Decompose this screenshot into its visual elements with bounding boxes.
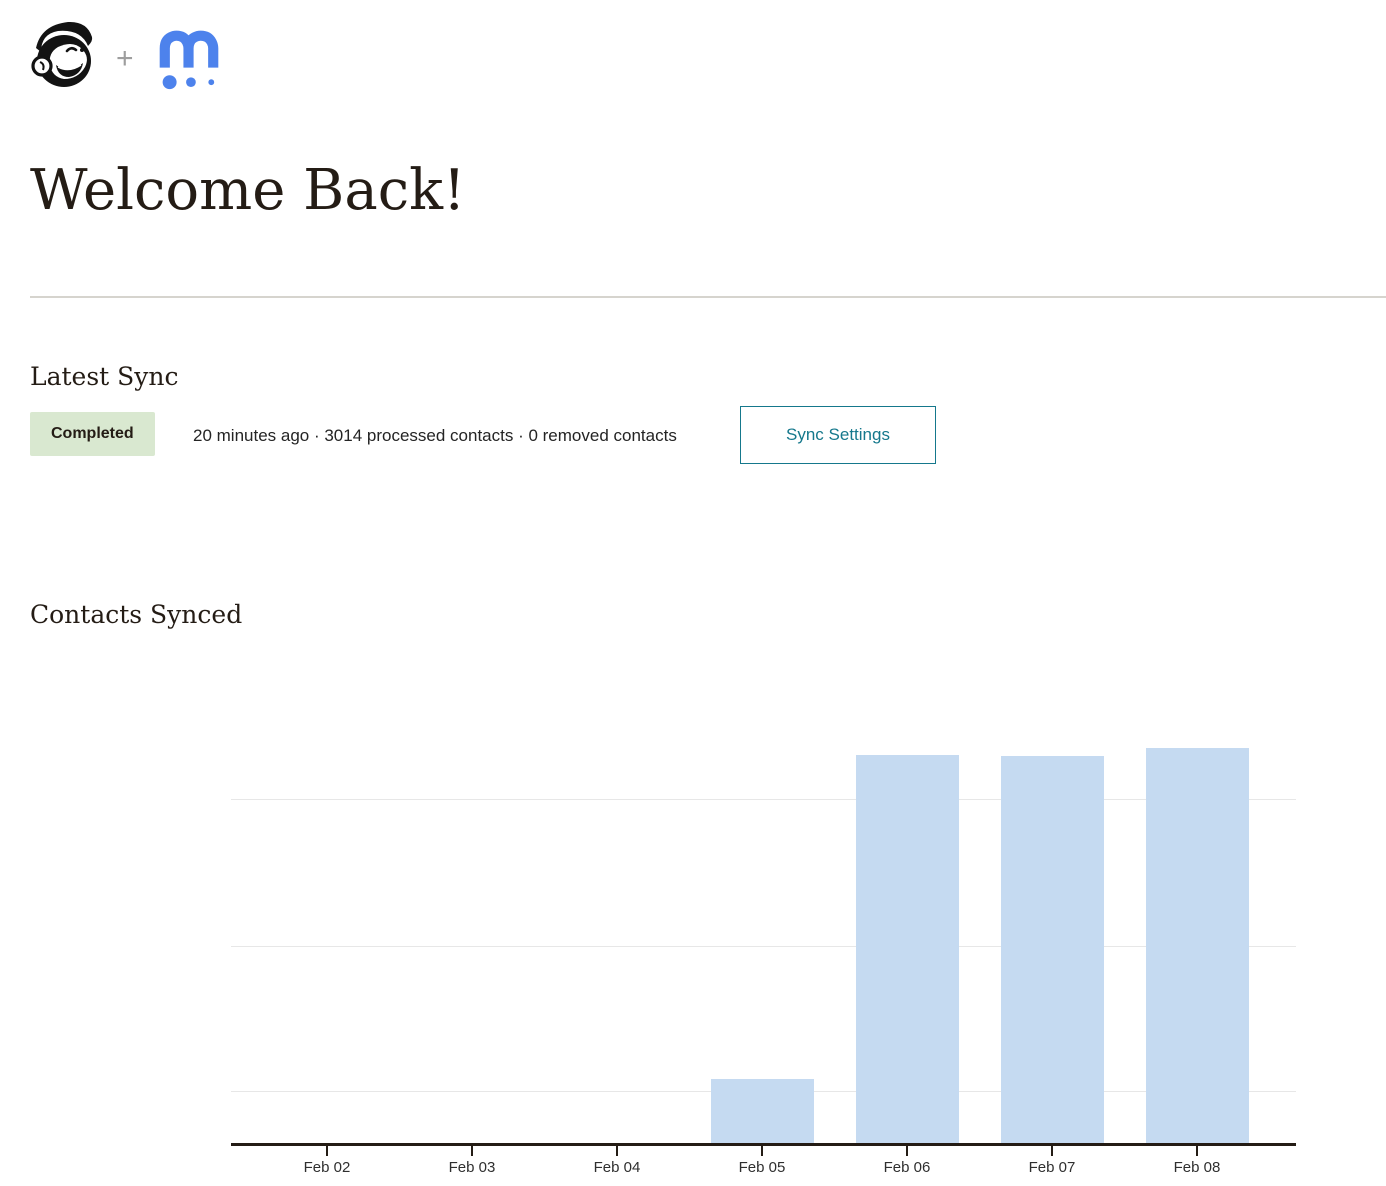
x-axis-label-feb-03: Feb 03: [448, 1159, 496, 1176]
x-axis-tick-feb-04: [616, 1143, 618, 1156]
m-logo-icon: [158, 22, 220, 97]
x-axis-label-feb-06: Feb 06: [883, 1159, 931, 1176]
status-badge: Completed: [30, 412, 155, 456]
sync-summary: 20 minutes ago · 3014 processed contacts…: [193, 426, 677, 445]
chart-bar-feb-08: [1145, 747, 1249, 1143]
x-axis-tick-feb-05: [761, 1143, 763, 1156]
x-axis-label-feb-08: Feb 08: [1173, 1159, 1221, 1176]
x-axis-label-feb-02: Feb 02: [303, 1159, 351, 1176]
divider: [30, 296, 1386, 298]
x-axis-tick-feb-02: [326, 1143, 328, 1156]
x-axis-label-feb-04: Feb 04: [593, 1159, 641, 1176]
x-axis-tick-feb-06: [906, 1143, 908, 1156]
contacts-synced-chart: Feb 02 Feb 03 Feb 04 Feb 05 Feb 06 Feb 07 Feb …: [231, 683, 1296, 1176]
x-axis-label-feb-07: Feb 07: [1028, 1159, 1076, 1176]
chart-bar-feb-07: [1000, 756, 1104, 1143]
mailchimp-logo-icon: [28, 16, 100, 101]
x-axis-tick-feb-03: [471, 1143, 473, 1156]
gridline: [231, 946, 1296, 947]
x-axis-tick-feb-07: [1051, 1143, 1053, 1156]
page-title: Welcome Back!: [30, 158, 466, 223]
plus-icon: +: [116, 42, 134, 75]
chart-bar-feb-06: [855, 755, 959, 1143]
chart-bar-feb-05: [710, 1078, 814, 1143]
x-axis-tick-feb-08: [1196, 1143, 1198, 1156]
sync-settings-button[interactable]: Sync Settings: [740, 406, 936, 464]
latest-sync-heading: Latest Sync: [30, 362, 179, 391]
x-axis-label-feb-05: Feb 05: [738, 1159, 786, 1176]
gridline: [231, 799, 1296, 800]
contacts-synced-heading: Contacts Synced: [30, 600, 243, 629]
